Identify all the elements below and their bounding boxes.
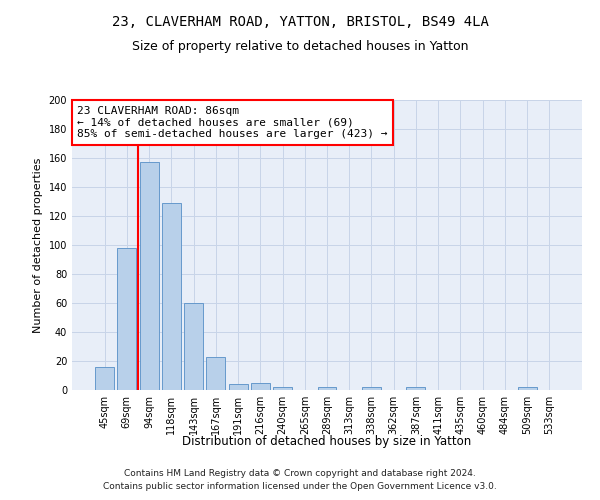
Bar bbox=[273, 387, 292, 390]
Bar bbox=[317, 387, 337, 390]
Bar bbox=[184, 303, 203, 390]
Bar bbox=[140, 162, 158, 390]
Bar bbox=[118, 248, 136, 390]
Y-axis label: Number of detached properties: Number of detached properties bbox=[33, 158, 43, 332]
Bar bbox=[95, 367, 114, 390]
Bar bbox=[251, 383, 270, 390]
Text: Size of property relative to detached houses in Yatton: Size of property relative to detached ho… bbox=[132, 40, 468, 53]
Text: 23 CLAVERHAM ROAD: 86sqm
← 14% of detached houses are smaller (69)
85% of semi-d: 23 CLAVERHAM ROAD: 86sqm ← 14% of detach… bbox=[77, 106, 388, 139]
Bar bbox=[162, 203, 181, 390]
Bar bbox=[406, 387, 425, 390]
Bar bbox=[206, 356, 225, 390]
Text: 23, CLAVERHAM ROAD, YATTON, BRISTOL, BS49 4LA: 23, CLAVERHAM ROAD, YATTON, BRISTOL, BS4… bbox=[112, 15, 488, 29]
Bar bbox=[518, 387, 536, 390]
Text: Contains public sector information licensed under the Open Government Licence v3: Contains public sector information licen… bbox=[103, 482, 497, 491]
Text: Contains HM Land Registry data © Crown copyright and database right 2024.: Contains HM Land Registry data © Crown c… bbox=[124, 468, 476, 477]
Bar bbox=[229, 384, 248, 390]
Text: Distribution of detached houses by size in Yatton: Distribution of detached houses by size … bbox=[182, 435, 472, 448]
Bar bbox=[362, 387, 381, 390]
